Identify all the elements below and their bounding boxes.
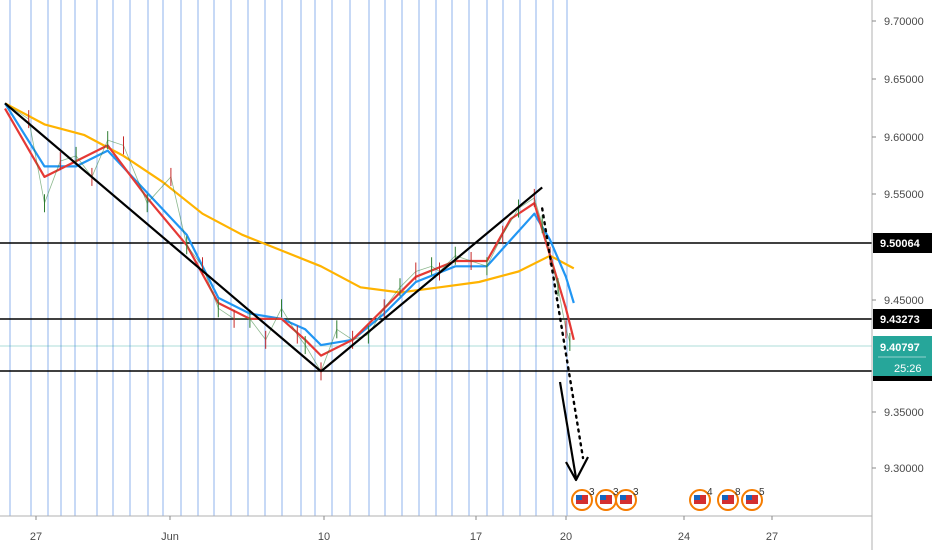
level-badge-label: 9.43273 <box>880 314 920 326</box>
event-count: 3 <box>633 487 639 498</box>
event-marker[interactable]: 8 <box>717 487 741 511</box>
y-tick-label: 9.45000 <box>884 295 924 307</box>
grid-lines <box>9 0 568 516</box>
x-tick-label: 27 <box>30 531 42 543</box>
event-count: 4 <box>707 487 713 498</box>
series-line-2 <box>4 102 575 294</box>
event-marker[interactable]: 3 <box>595 487 619 511</box>
horizontal-levels <box>0 242 872 372</box>
event-count: 5 <box>759 487 765 498</box>
flag-canton-icon <box>694 495 700 500</box>
event-marker[interactable]: 3 <box>615 487 639 511</box>
event-markers[interactable]: 3 3 3 4 8 5 <box>571 487 765 511</box>
trend-line <box>320 186 543 373</box>
price-path <box>4 102 571 373</box>
flag-canton-icon <box>722 495 728 500</box>
event-count: 3 <box>589 487 595 498</box>
trend-lines <box>4 102 589 482</box>
chart-series <box>4 102 575 381</box>
event-marker[interactable]: 4 <box>689 487 713 511</box>
x-tick-label: 24 <box>678 531 690 543</box>
event-count: 8 <box>735 487 741 498</box>
x-tick-label: 27 <box>766 531 778 543</box>
flag-canton-icon <box>746 495 752 500</box>
level-badge <box>873 233 932 253</box>
series-line-0 <box>4 108 575 357</box>
flag-canton-icon <box>620 495 626 500</box>
series-line-1 <box>4 102 575 347</box>
arrow-head <box>565 456 589 482</box>
x-tick-label: 10 <box>318 531 330 543</box>
current-price-label: 9.40797 <box>880 342 920 354</box>
y-tick-label: 9.35000 <box>884 407 924 419</box>
level-badge <box>873 309 932 329</box>
arrow-shaft <box>558 381 578 479</box>
event-count: 3 <box>613 487 619 498</box>
flag-canton-icon <box>600 495 606 500</box>
y-tick-label: 9.65000 <box>884 74 924 86</box>
trend-line <box>4 102 322 373</box>
event-marker[interactable]: 5 <box>741 487 765 511</box>
level-badge-label: 9.50064 <box>880 238 921 250</box>
y-tick-label: 9.55000 <box>884 189 924 201</box>
x-tick-label: Jun <box>161 531 179 543</box>
current-price-badge <box>873 336 932 376</box>
x-tick-label: 20 <box>560 531 572 543</box>
flag-canton-icon <box>576 495 582 500</box>
projection-line <box>541 207 585 460</box>
y-tick-label: 9.30000 <box>884 463 924 475</box>
y-tick-label: 9.70000 <box>884 16 924 28</box>
y-tick-label: 9.60000 <box>884 132 924 144</box>
countdown-label: 25:26 <box>894 363 922 375</box>
event-marker[interactable]: 3 <box>571 487 595 511</box>
x-tick-label: 17 <box>470 531 482 543</box>
